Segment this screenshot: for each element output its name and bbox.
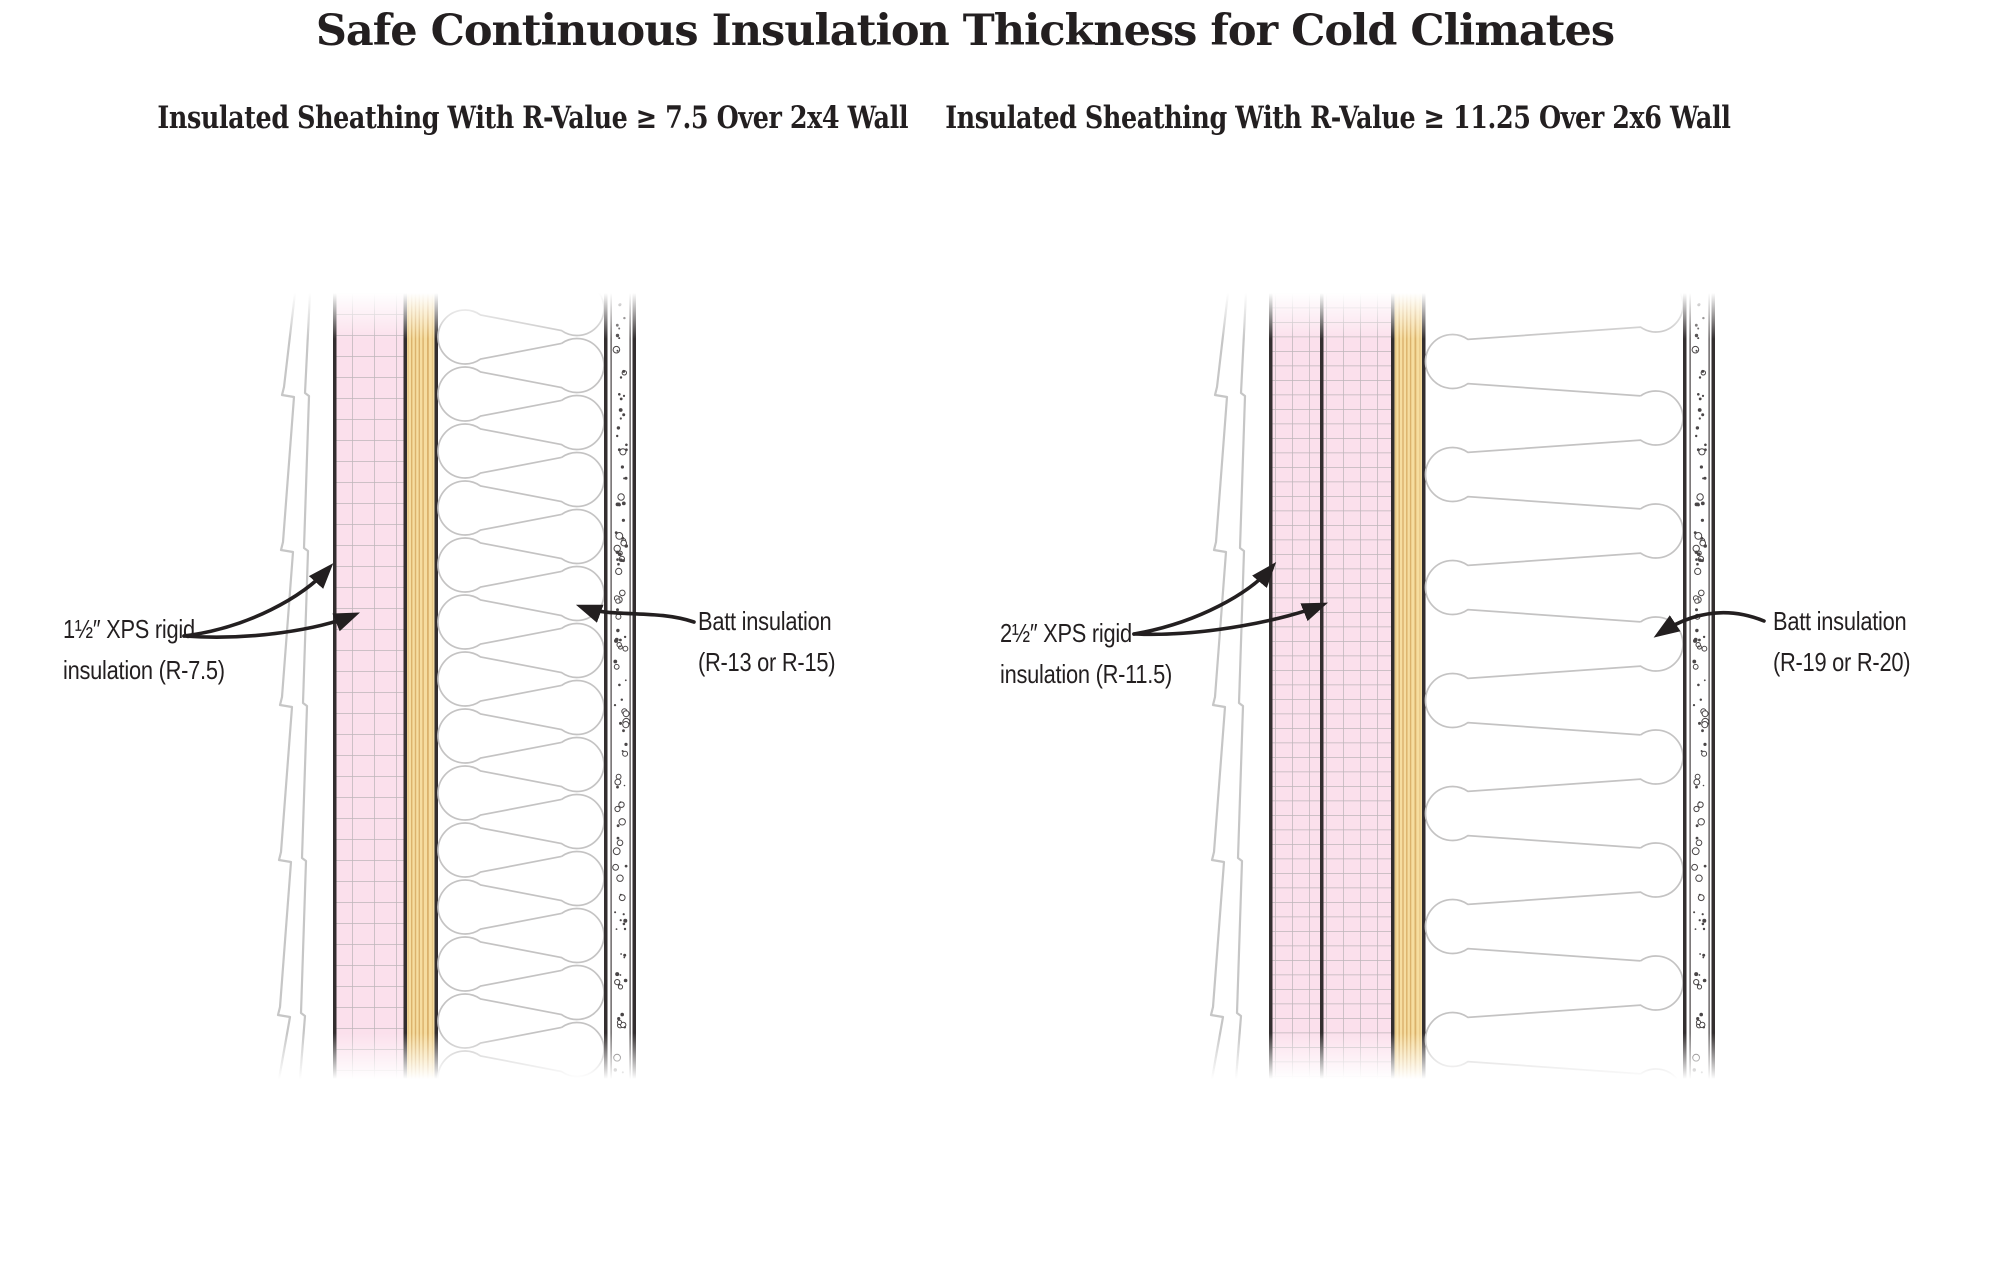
siding-layer	[1209, 293, 1248, 1079]
subtitle-2x4-line1: Insulated Sheathing With	[157, 100, 514, 136]
wall-section-2x4	[270, 293, 650, 1079]
batt-label-2x6-line1: Batt insulation	[1773, 606, 1907, 636]
gypsum-stipple	[612, 303, 631, 1074]
xps-label-2x6-line2: insulation (R-11.5)	[1000, 659, 1173, 689]
drywall-layer	[1683, 293, 1715, 1079]
gypsum-stipple	[1691, 303, 1710, 1074]
batt-cavity	[437, 293, 605, 1079]
drywall-layer	[604, 293, 636, 1079]
batt-label-2x4-line1: Batt insulation	[698, 606, 832, 636]
osb-sheathing-layer	[1394, 293, 1426, 1079]
subtitle-2x6-line2: R-Value ≥ 11.25 Over 2x6 Wall	[1310, 100, 1731, 136]
siding-inner-line	[1234, 293, 1248, 1079]
siding-outer-line	[276, 293, 297, 1079]
siding-layer	[276, 293, 312, 1079]
subtitle-2x4-line2: R-Value ≥ 7.5 Over 2x4 Wall	[522, 100, 909, 136]
subtitle-2x4-wall: Insulated Sheathing With R-Value ≥ 7.5 O…	[75, 100, 908, 137]
xps-layer-board2	[1323, 293, 1395, 1079]
batt-label-2x4-line2: (R-13 or R-15)	[698, 647, 836, 677]
batt-label-2x6: Batt insulation (R-19 or R-20)	[1773, 601, 1911, 683]
xps-label-2x4-line1: 1½″ XPS rigid	[63, 614, 195, 644]
xps-label-2x4-line2: insulation (R-7.5)	[63, 655, 225, 685]
osb-sheathing-layer	[407, 293, 438, 1079]
batt-insulation-pattern	[1424, 293, 1684, 1079]
page-title: Safe Continuous Insulation Thickness for…	[315, 6, 1615, 56]
xps-layer	[333, 293, 407, 1079]
xps-label-2x6-line1: 2½″ XPS rigid	[1000, 618, 1132, 648]
siding-inner-line	[298, 293, 312, 1079]
batt-label-2x4: Batt insulation (R-13 or R-15)	[698, 601, 836, 683]
xps-label-2x6: 2½″ XPS rigid insulation (R-11.5)	[1000, 613, 1172, 695]
subtitle-2x6-wall: Insulated Sheathing With R-Value ≥ 11.25…	[859, 100, 1731, 137]
batt-cavity	[1424, 293, 1684, 1079]
subtitle-2x6-line1: Insulated Sheathing With	[945, 100, 1302, 136]
xps-layer-board1	[1269, 293, 1324, 1079]
wall-section-2x6	[1190, 293, 1730, 1079]
batt-insulation-pattern	[437, 293, 605, 1079]
xps-label-2x4: 1½″ XPS rigid insulation (R-7.5)	[63, 609, 225, 691]
siding-outer-line	[1209, 293, 1230, 1079]
batt-label-2x6-line2: (R-19 or R-20)	[1773, 647, 1911, 677]
